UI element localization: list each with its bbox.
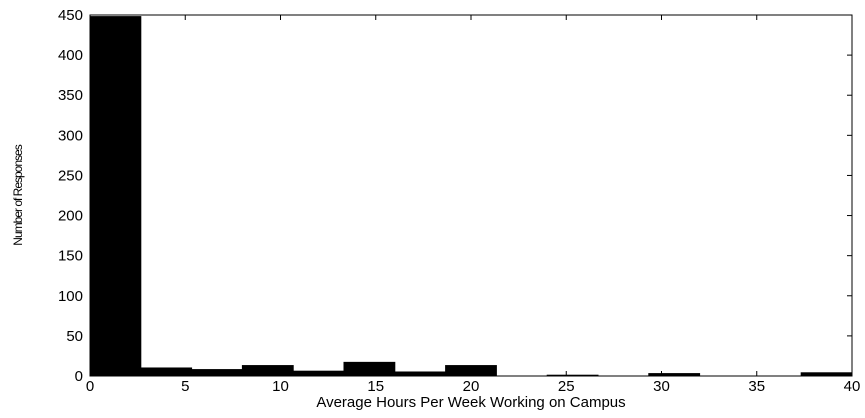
y-tick-label: 400 [58, 47, 83, 64]
x-axis-ticks: 0 5 10 15 20 25 30 35 40 [86, 15, 861, 395]
y-axis-label: Number of Responses [11, 144, 25, 245]
x-tick-label: 15 [367, 378, 384, 395]
y-tick-label: 350 [58, 87, 83, 104]
y-tick-label: 0 [75, 368, 83, 385]
y-axis-ticks: 0 50 100 150 200 250 300 350 400 450 [58, 7, 852, 385]
plot-frame [89, 14, 853, 377]
y-tick-label: 150 [58, 248, 83, 265]
y-tick-label: 200 [58, 208, 83, 225]
y-tick-label: 50 [66, 328, 83, 345]
histogram-bar [343, 361, 396, 377]
histogram-bar [89, 16, 142, 377]
x-tick-label: 25 [558, 378, 575, 395]
histogram-bar [241, 365, 294, 377]
histogram-bar [191, 369, 243, 377]
bars-group [89, 16, 853, 377]
x-tick-label: 10 [272, 378, 289, 395]
x-tick-label: 0 [86, 378, 94, 395]
histogram-bar [140, 367, 193, 377]
histogram-bar [394, 371, 447, 377]
x-axis-label: Average Hours Per Week Working on Campus [316, 394, 625, 411]
x-tick-label: 40 [844, 378, 861, 395]
x-tick-label: 5 [181, 378, 189, 395]
x-tick-label: 30 [653, 378, 670, 395]
x-tick-label: 20 [463, 378, 480, 395]
x-tick-label: 35 [748, 378, 765, 395]
histogram-bar [292, 370, 345, 377]
y-tick-label: 250 [58, 167, 83, 184]
y-tick-label: 450 [58, 7, 83, 24]
y-tick-label: 100 [58, 288, 83, 305]
y-tick-label: 300 [58, 127, 83, 144]
